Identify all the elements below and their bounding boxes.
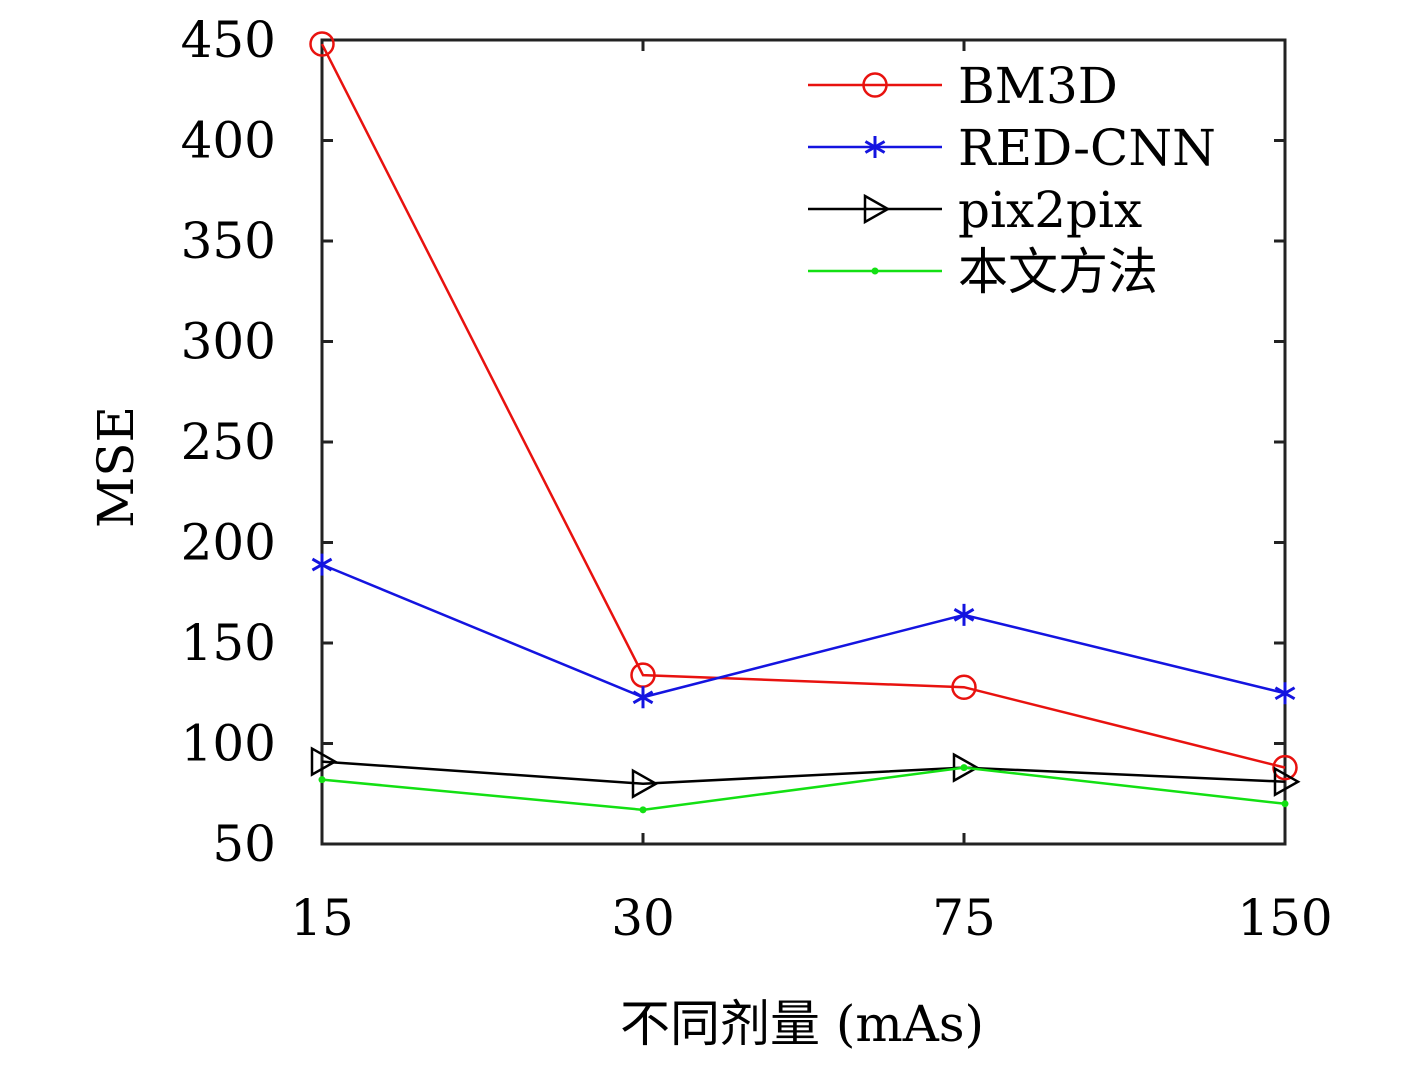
series-line — [321, 563, 1286, 699]
x-tick-label: 15 — [290, 889, 354, 947]
y-axis-label: MSE — [87, 406, 145, 528]
series-line — [321, 760, 1286, 785]
x-tick-labels: 15 30 75 150 — [290, 889, 1333, 947]
legend-label: pix2pix — [958, 181, 1142, 239]
plot-area — [320, 38, 1287, 846]
legend-label: BM3D — [958, 57, 1118, 115]
asterisk-stroke — [953, 608, 975, 622]
legend-label: RED-CNN — [958, 119, 1216, 177]
y-tick-label: 200 — [181, 514, 276, 572]
series-1 — [311, 553, 1296, 709]
legend-marker — [864, 136, 886, 158]
data-point — [639, 806, 647, 814]
series-line — [321, 766, 1286, 812]
data-point — [1281, 800, 1289, 808]
y-tick-label: 350 — [181, 212, 276, 270]
series-3 — [318, 764, 1289, 814]
y-tick-label: 300 — [181, 313, 276, 371]
x-tick-label: 75 — [932, 889, 996, 947]
data-point — [960, 764, 968, 772]
asterisk-stroke — [1274, 686, 1296, 701]
y-tick-label: 450 — [181, 11, 276, 69]
y-tick-labels: 50 100 150 200 250 300 350 400 450 — [181, 11, 276, 873]
data-point — [310, 746, 338, 777]
asterisk-stroke — [311, 557, 333, 572]
y-tick-label: 100 — [181, 715, 276, 773]
data-point — [1272, 754, 1298, 781]
data-point — [309, 31, 335, 57]
data-point — [952, 752, 980, 783]
x-axis-label: 不同剂量 (mAs) — [620, 995, 984, 1053]
legend-marker — [863, 193, 891, 225]
data-point — [951, 674, 977, 700]
legend-item: RED-CNN — [808, 119, 1216, 177]
y-tick-label: 400 — [181, 112, 276, 170]
data-point — [631, 768, 659, 799]
legend-marker — [862, 72, 888, 98]
y-tick-label: 50 — [212, 815, 276, 873]
legend-item: 本文方法 — [808, 243, 1158, 301]
y-tick-label: 250 — [181, 413, 276, 471]
legend-marker — [871, 267, 879, 275]
asterisk-stroke — [864, 140, 886, 154]
legend-label: 本文方法 — [958, 243, 1158, 301]
x-tick-label: 30 — [611, 889, 675, 947]
series-line — [320, 43, 1286, 769]
series-2 — [310, 746, 1301, 799]
data-point — [1273, 766, 1301, 797]
data-point — [311, 553, 333, 576]
data-point — [318, 776, 326, 784]
legend-item: BM3D — [808, 57, 1118, 115]
y-tick-label: 150 — [181, 614, 276, 672]
x-tick-label: 150 — [1237, 889, 1332, 947]
series-0 — [309, 31, 1298, 781]
asterisk-stroke — [632, 690, 654, 705]
data-point — [632, 686, 654, 709]
data-point — [953, 603, 975, 626]
series-layer — [309, 31, 1301, 814]
legend-item: pix2pix — [808, 181, 1142, 239]
data-point — [1274, 682, 1296, 705]
